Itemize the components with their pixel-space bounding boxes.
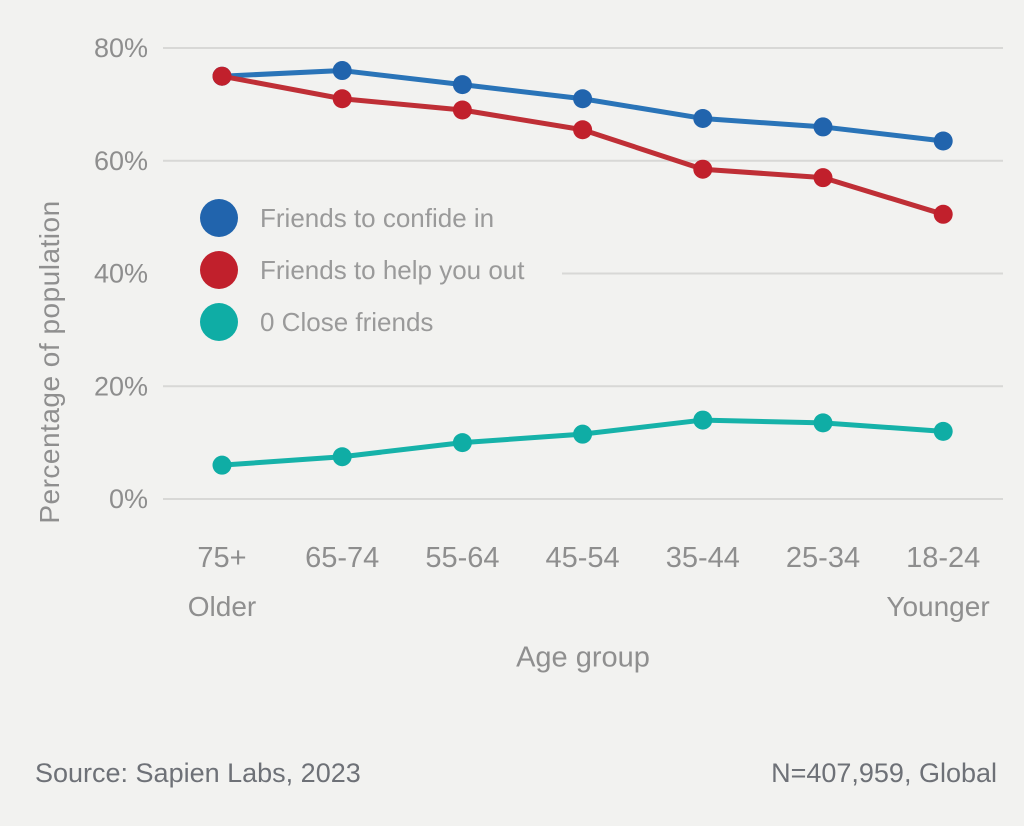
data-point-friends-to-confide-in xyxy=(332,61,352,81)
x-tick-label: 55-64 xyxy=(425,542,499,574)
data-point-0-close-friends xyxy=(693,410,713,430)
data-point-friends-to-confide-in xyxy=(693,108,713,128)
legend-item: 0 Close friends xyxy=(200,303,525,341)
data-point-0-close-friends xyxy=(212,455,232,475)
y-tick-label: 60% xyxy=(94,146,148,176)
data-point-0-close-friends xyxy=(933,421,953,441)
data-point-friends-to-confide-in xyxy=(452,75,472,95)
data-point-friends-to-help-you-out xyxy=(573,120,593,140)
data-point-friends-to-confide-in xyxy=(573,89,593,109)
x-tick-label: 45-54 xyxy=(546,542,620,574)
data-point-friends-to-help-you-out xyxy=(933,204,953,224)
legend-label: Friends to confide in xyxy=(260,202,495,233)
sample-size-text: N=407,959, Global xyxy=(771,757,997,788)
data-point-0-close-friends xyxy=(573,424,593,444)
data-point-0-close-friends xyxy=(332,447,352,467)
legend-dot-0-close-friends xyxy=(200,303,238,341)
x-tick-label: 25-34 xyxy=(786,542,860,574)
y-axis-title: Percentage of population xyxy=(34,200,65,524)
legend-dot-friends-to-help-you-out xyxy=(200,251,238,289)
x-tick-label: 35-44 xyxy=(666,542,740,574)
x-axis-younger-label: Younger xyxy=(886,591,990,622)
legend-item: Friends to help you out xyxy=(200,251,525,289)
y-tick-label: 0% xyxy=(109,484,148,514)
data-point-0-close-friends xyxy=(813,413,833,433)
data-point-friends-to-help-you-out xyxy=(332,89,352,109)
data-point-friends-to-confide-in xyxy=(813,117,833,137)
x-tick-label: 65-74 xyxy=(305,542,379,574)
legend-label: 0 Close friends xyxy=(260,306,434,337)
chart-legend: Friends to confide in Friends to help yo… xyxy=(200,199,539,341)
legend-item: Friends to confide in xyxy=(200,199,525,237)
legend-label: Friends to help you out xyxy=(260,254,525,285)
x-axis-title: Age group xyxy=(516,641,650,674)
legend-dot-friends-to-confide-in xyxy=(200,199,238,237)
data-point-friends-to-help-you-out xyxy=(212,66,232,86)
y-tick-label: 20% xyxy=(94,371,148,401)
data-point-friends-to-help-you-out xyxy=(452,100,472,120)
source-text: Source: Sapien Labs, 2023 xyxy=(35,757,361,788)
data-point-friends-to-confide-in xyxy=(933,131,953,151)
data-point-0-close-friends xyxy=(452,433,472,453)
x-tick-label: 75+ xyxy=(197,542,246,574)
data-point-friends-to-help-you-out xyxy=(813,168,833,188)
y-tick-label: 40% xyxy=(94,259,148,289)
x-axis-older-label: Older xyxy=(187,591,257,622)
chart-footer: Source: Sapien Labs, 2023 N=407,959, Glo… xyxy=(35,756,997,790)
data-point-friends-to-help-you-out xyxy=(693,159,713,179)
y-tick-label: 80% xyxy=(94,33,148,63)
x-tick-label: 18-24 xyxy=(906,542,980,574)
